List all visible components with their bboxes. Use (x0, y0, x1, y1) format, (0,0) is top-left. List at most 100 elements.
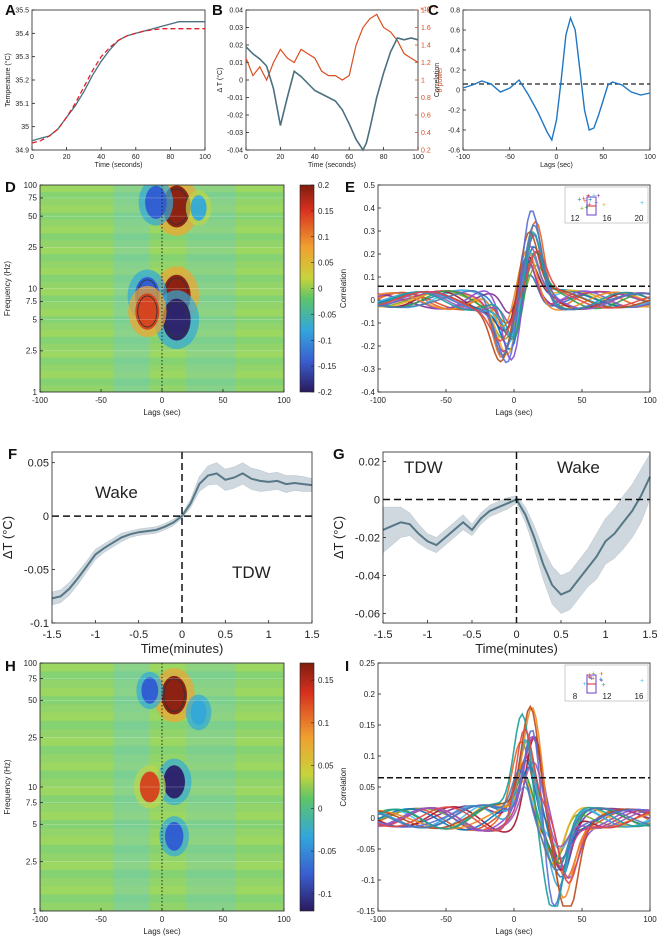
chart-d-ytick-label: 10 (28, 284, 37, 293)
chart-i-inset-point: + (591, 671, 595, 678)
chart-f-xtick-label: 1.5 (304, 629, 319, 641)
chart-h-blob (165, 821, 184, 851)
chart-d-xtick-label: -100 (32, 396, 49, 405)
chart-i-xtick-label: 50 (578, 915, 587, 924)
chart-c-xtick-label: 50 (599, 154, 607, 161)
chart-i-ylabel: Correlation (339, 767, 348, 806)
chart-e-ytick-label: 0.4 (364, 204, 376, 213)
chart-d-blob (190, 195, 207, 221)
chart-d-colorbar-tick-label: 0 (318, 285, 323, 294)
chart-b-ytick-label: -0.04 (227, 147, 243, 154)
chart-h-ylabel: Frequency (Hz) (3, 759, 12, 814)
chart-c-xtick-label: 100 (644, 154, 656, 161)
chart-g-ytick-label: 0 (374, 494, 380, 506)
panel-label-g: G (333, 446, 345, 463)
chart-c-ytick-label: 0 (456, 87, 460, 94)
chart-b-xtick-label: 0 (244, 154, 248, 161)
chart-h-colorbar-tick-label: -0.05 (318, 847, 337, 856)
chart-g-annotation-wake: Wake (557, 458, 600, 477)
chart-d-xtick-label: 0 (160, 396, 165, 405)
chart-e-inset (564, 186, 649, 224)
chart-d-xtick-label: 50 (219, 396, 228, 405)
chart-e-ytick-label: 0.1 (364, 273, 376, 282)
chart-i-series-curve (377, 704, 651, 907)
chart-i-ytick-label: 0.05 (359, 783, 375, 792)
chart-f-xtick-label: -1 (90, 629, 100, 641)
chart-f-xlabel: Time(minutes) (141, 641, 224, 656)
chart-e-ytick-label: 0.3 (364, 227, 376, 236)
chart-h-colorbar-tick-label: -0.1 (318, 890, 332, 899)
chart-d-ylabel: Frequency (Hz) (3, 261, 12, 316)
chart-a-xtick-label: 60 (132, 154, 140, 161)
chart-f-xtick-label: -1.5 (43, 629, 62, 641)
chart-c-ytick-label: 0.4 (450, 47, 460, 54)
chart-d-texture (40, 267, 284, 276)
chart-c-xtick-label: -50 (505, 154, 515, 161)
chart-a-ytick-label: 35.1 (15, 101, 29, 108)
chart-f-annotation-tdw: TDW (232, 563, 271, 582)
chart-h-texture (40, 745, 284, 755)
chart-h-ytick-label: 7.5 (26, 798, 38, 807)
chart-e-series-curve (377, 250, 651, 342)
chart-d-colorbar-tick-label: -0.05 (318, 310, 337, 319)
chart-h-ytick-label: 5 (33, 820, 38, 829)
chart-h-colorbar-tick-label: 0.1 (318, 719, 330, 728)
chart-b-ylabel-right: θ-power (437, 67, 444, 93)
chart-h-xlabel: Lags (sec) (143, 927, 181, 936)
panel-label-i: I (345, 658, 349, 675)
chart-b-series-theta (245, 13, 419, 82)
chart-g-xtick-label: 0.5 (553, 629, 568, 641)
chart-g-annotation-tdw: TDW (404, 458, 443, 477)
chart-f-xtick-label: 0 (179, 629, 185, 641)
chart-d-blob-contour (137, 295, 158, 328)
chart-e-ytick-label: -0.1 (361, 319, 375, 328)
chart-d-ytick-label: 7.5 (26, 297, 38, 306)
chart-d-colorbar-tick-label: 0.2 (318, 181, 330, 190)
chart-h-colorbar-tick-label: 0.05 (318, 762, 334, 771)
chart-f-annotation-wake: Wake (95, 483, 138, 502)
chart-a-ytick-label: 35.2 (15, 77, 29, 84)
chart-b-xtick-label: 20 (277, 154, 285, 161)
chart-b-ytick-label: -0.02 (227, 112, 243, 119)
chart-a-xtick-label: 80 (167, 154, 175, 161)
chart-e-inset-tick-label: 16 (603, 214, 612, 223)
chart-h-xtick-label: 50 (219, 915, 228, 924)
chart-d-ytick-label: 1 (33, 388, 38, 397)
chart-d-texture (40, 254, 284, 262)
chart-a-ytick-label: 35.4 (15, 31, 29, 38)
chart-b-ytick-right-label: 1.2 (421, 60, 431, 67)
chart-c-series-correlation (462, 15, 651, 142)
chart-e-inset-point: + (584, 204, 588, 211)
chart-i-xtick-label: 0 (512, 915, 517, 924)
chart-d-colorbar-tick-label: 0.1 (318, 233, 330, 242)
chart-i-inset-point: + (602, 682, 606, 689)
chart-i-ytick-label: -0.1 (361, 876, 375, 885)
chart-f-ytick-label: 0 (43, 511, 49, 523)
chart-h-xtick-label: -100 (32, 915, 49, 924)
chart-d-colorbar-tick-label: 0.05 (318, 259, 334, 268)
chart-e-inset-point: + (596, 193, 600, 200)
chart-a-ytick-label: 35 (21, 124, 29, 131)
chart-b-ylabel: Δ T (°C) (216, 68, 224, 93)
chart-b-exponent: ×10⁻⁷ (420, 6, 436, 13)
chart-i-series-curve (377, 712, 651, 907)
chart-e-inset-point: + (580, 205, 584, 212)
chart-d-texture (40, 240, 284, 248)
panel-label-h: H (5, 658, 16, 675)
chart-i-inset-point: + (599, 671, 603, 678)
chart-d-ytick-label: 100 (24, 181, 38, 190)
chart-i-xtick-label: -100 (370, 915, 387, 924)
chart-h-texture (40, 737, 284, 747)
chart-e-xtick-label: -100 (370, 396, 387, 405)
chart-e-xtick-label: 0 (512, 396, 517, 405)
chart-i-ytick-label: -0.05 (357, 845, 376, 854)
chart-b-ytick-right-label: 0.2 (421, 148, 431, 155)
panel-label-b: B (212, 2, 223, 19)
chart-g-ytick-label: -0.02 (355, 532, 380, 544)
chart-f-ylabel: ΔT (°C) (0, 516, 15, 559)
chart-g-xtick-label: -1.5 (374, 629, 393, 641)
chart-h-ytick-label: 100 (24, 659, 38, 668)
chart-d-xlabel: Lags (sec) (143, 408, 181, 417)
chart-i-inset-point: + (640, 678, 644, 685)
